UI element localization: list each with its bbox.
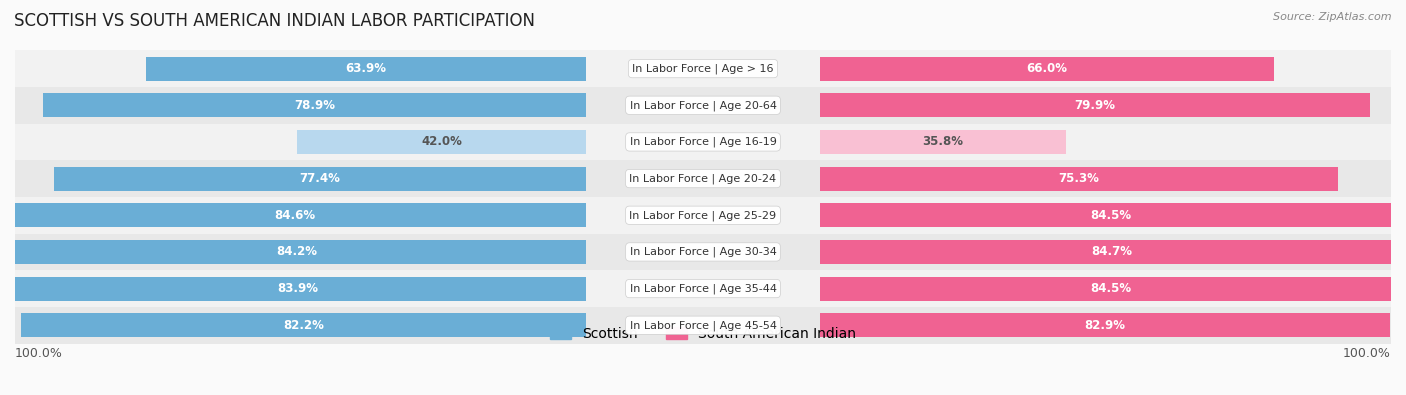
- Text: In Labor Force | Age 30-34: In Labor Force | Age 30-34: [630, 246, 776, 257]
- Text: 66.0%: 66.0%: [1026, 62, 1067, 75]
- Bar: [820, 203, 1402, 227]
- Bar: [15, 197, 1391, 233]
- Text: In Labor Force | Age 20-64: In Labor Force | Age 20-64: [630, 100, 776, 111]
- Text: In Labor Force | Age 16-19: In Labor Force | Age 16-19: [630, 137, 776, 147]
- Text: 78.9%: 78.9%: [294, 99, 335, 112]
- Text: In Labor Force | Age 45-54: In Labor Force | Age 45-54: [630, 320, 776, 331]
- Bar: [15, 307, 1391, 344]
- Text: 79.9%: 79.9%: [1074, 99, 1115, 112]
- Bar: [21, 313, 586, 337]
- Bar: [4, 203, 586, 227]
- Bar: [15, 233, 1391, 270]
- Text: In Labor Force | Age 20-24: In Labor Force | Age 20-24: [630, 173, 776, 184]
- Text: In Labor Force | Age 35-44: In Labor Force | Age 35-44: [630, 283, 776, 294]
- Legend: Scottish, South American Indian: Scottish, South American Indian: [544, 321, 862, 346]
- Bar: [820, 276, 1402, 301]
- Bar: [820, 167, 1339, 190]
- Bar: [820, 93, 1369, 117]
- Bar: [820, 57, 1274, 81]
- Text: 82.2%: 82.2%: [283, 319, 323, 332]
- Text: 100.0%: 100.0%: [15, 347, 63, 360]
- Bar: [820, 313, 1391, 337]
- Text: 63.9%: 63.9%: [346, 62, 387, 75]
- Bar: [15, 87, 1391, 124]
- Bar: [820, 240, 1403, 264]
- Bar: [820, 130, 1066, 154]
- Text: 35.8%: 35.8%: [922, 135, 963, 149]
- Bar: [53, 167, 586, 190]
- Bar: [44, 93, 586, 117]
- Text: 42.0%: 42.0%: [422, 135, 463, 149]
- Text: SCOTTISH VS SOUTH AMERICAN INDIAN LABOR PARTICIPATION: SCOTTISH VS SOUTH AMERICAN INDIAN LABOR …: [14, 12, 536, 30]
- Bar: [8, 276, 586, 301]
- Bar: [146, 57, 586, 81]
- Text: 84.2%: 84.2%: [276, 245, 316, 258]
- Text: 75.3%: 75.3%: [1059, 172, 1099, 185]
- Bar: [15, 270, 1391, 307]
- Text: In Labor Force | Age > 16: In Labor Force | Age > 16: [633, 63, 773, 74]
- Text: 83.9%: 83.9%: [277, 282, 318, 295]
- Text: Source: ZipAtlas.com: Source: ZipAtlas.com: [1274, 12, 1392, 22]
- Bar: [15, 160, 1391, 197]
- Bar: [15, 50, 1391, 87]
- Bar: [7, 240, 586, 264]
- Text: 84.5%: 84.5%: [1090, 282, 1132, 295]
- Bar: [15, 124, 1391, 160]
- Text: 77.4%: 77.4%: [299, 172, 340, 185]
- Text: In Labor Force | Age 25-29: In Labor Force | Age 25-29: [630, 210, 776, 220]
- Text: 84.5%: 84.5%: [1090, 209, 1132, 222]
- Text: 82.9%: 82.9%: [1084, 319, 1126, 332]
- Text: 84.7%: 84.7%: [1091, 245, 1132, 258]
- Text: 100.0%: 100.0%: [1343, 347, 1391, 360]
- Text: 84.6%: 84.6%: [274, 209, 315, 222]
- Bar: [297, 130, 586, 154]
